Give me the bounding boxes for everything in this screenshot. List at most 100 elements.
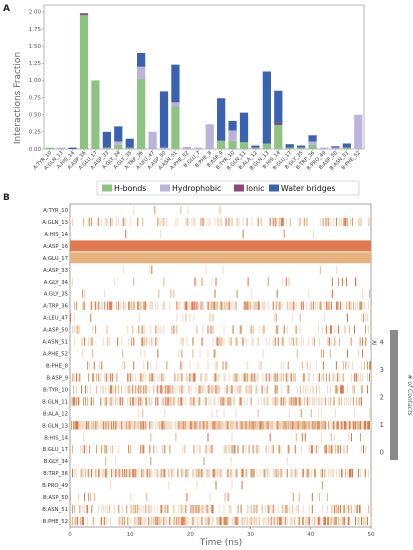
heatmap-cell (181, 504, 183, 514)
bar-h-bonds-b-his_14 (274, 125, 283, 149)
heatmap-cell (246, 421, 248, 430)
heatmap-cell (86, 445, 88, 454)
heatmap-cell (257, 373, 259, 382)
heatmap-cell (72, 373, 74, 382)
heatmap-cell (311, 516, 313, 526)
heatmap-cell (308, 373, 310, 382)
heatmap-cell (119, 421, 121, 430)
heatmap-cell (327, 421, 329, 430)
heatmap-cell (98, 468, 100, 478)
heatmap-cell (248, 445, 250, 454)
heatmap-cell (157, 421, 159, 430)
heatmap-cell (106, 516, 108, 526)
heatmap-cell (357, 421, 360, 430)
heatmap-cell (224, 373, 226, 382)
heatmap-cell (83, 468, 85, 478)
heatmap-cell (365, 421, 368, 430)
heatmap-cell (101, 217, 103, 227)
heatmap-cell (82, 337, 84, 346)
heatmap-cell (274, 385, 276, 394)
heatmap-cell (213, 349, 215, 358)
heatmap-cell (183, 504, 185, 514)
heatmap-cell (296, 421, 298, 430)
heatmap-cell (236, 516, 238, 526)
heatmap-cell (217, 421, 219, 430)
heatmap-cell (131, 301, 133, 310)
heatmap-cell (366, 313, 369, 322)
heatmap-cell (337, 445, 339, 454)
heatmap-cell (311, 504, 313, 514)
bar-series (45, 13, 363, 149)
heatmap-row-a-gly_34 (72, 277, 358, 286)
heatmap-cell (252, 337, 254, 346)
heatmap-cell (88, 468, 90, 478)
heatmap-cell (81, 385, 83, 394)
heatmap-cell (337, 373, 339, 382)
heatmap-cell (272, 337, 274, 346)
heatmap-cell (295, 397, 297, 406)
heatmap-cell (120, 301, 122, 310)
heatmap-cell (338, 468, 340, 478)
heatmap-cell (114, 277, 116, 286)
heatmap-cell (116, 373, 118, 382)
heatmap-cell (143, 337, 145, 346)
heatmap-cell (274, 373, 276, 382)
heatmap-cell (301, 433, 303, 442)
heatmap-cell (104, 397, 106, 406)
heatmap-cell (330, 325, 332, 334)
heatmap-cell (333, 325, 335, 334)
heatmap-cell (342, 421, 344, 430)
heatmap-cell (358, 397, 361, 406)
heatmap-cell (141, 516, 143, 526)
heatmap-cell (296, 349, 298, 358)
heatmap-cell (331, 504, 333, 514)
heatmap-cell (364, 468, 367, 478)
heatmap-cell (274, 217, 276, 227)
heatmap-cell (302, 421, 304, 430)
bar-water-bridges-b-asp_9 (217, 98, 226, 141)
heatmap-cell (82, 468, 84, 478)
heatmap-cell (240, 504, 242, 514)
heatmap-cell (123, 217, 125, 227)
heatmap-cell (73, 385, 75, 394)
heatmap-cell (183, 421, 185, 430)
heatmap-row-label: B:ASP_9 (46, 375, 68, 381)
heatmap-cell (292, 421, 294, 430)
heatmap-cell (154, 516, 156, 526)
heatmap-cell (181, 516, 183, 526)
heatmap-cell (235, 516, 237, 526)
heatmap-cell (70, 252, 371, 264)
heatmap-cell (228, 217, 230, 227)
heatmap-cell (217, 217, 219, 227)
heatmap-cell (182, 421, 184, 430)
bar-y-tick-label: 1.75 (29, 27, 42, 33)
heatmap-cell (339, 385, 341, 394)
heatmap-cell (214, 217, 216, 227)
heatmap-cell (215, 385, 217, 394)
heatmap-cell (224, 301, 226, 310)
heatmap-cell (135, 421, 137, 430)
heatmap-cell (144, 516, 146, 526)
heatmap-cell (265, 445, 267, 454)
heatmap-cell (130, 516, 132, 526)
heatmap-cell (294, 373, 296, 382)
heatmap-cell (350, 468, 352, 478)
heatmap-cell (158, 325, 160, 334)
bar-hydrophobic-a-gly_34 (114, 141, 123, 145)
heatmap-cell (187, 301, 189, 310)
heatmap-cell (340, 385, 342, 394)
heatmap-cell (251, 337, 253, 346)
heatmap-cell (223, 325, 225, 334)
heatmap-cell (88, 217, 90, 227)
heatmap-cell (246, 516, 248, 526)
heatmap-cell (339, 301, 341, 310)
heatmap-cell (275, 397, 277, 406)
heatmap-cell (309, 385, 311, 394)
heatmap-cell (369, 349, 372, 358)
heatmap-cell (139, 301, 141, 310)
heatmap-cell (85, 397, 87, 406)
heatmap-cell (70, 492, 72, 502)
bar-water-bridges-a-gly_34 (114, 126, 123, 142)
heatmap-cell (91, 301, 93, 310)
heatmap-cell (75, 516, 77, 526)
